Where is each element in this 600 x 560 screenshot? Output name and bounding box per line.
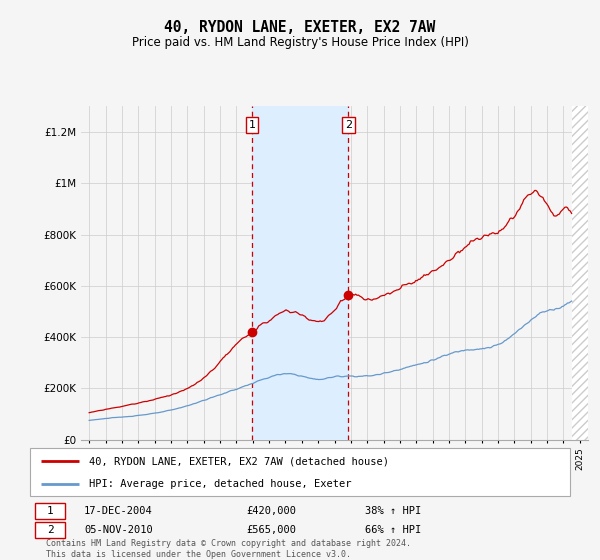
Text: 66% ↑ HPI: 66% ↑ HPI xyxy=(365,525,421,535)
Text: 1: 1 xyxy=(47,506,53,516)
Bar xyxy=(572,106,588,440)
FancyBboxPatch shape xyxy=(30,448,570,496)
Text: 17-DEC-2004: 17-DEC-2004 xyxy=(84,506,153,516)
Text: 2: 2 xyxy=(47,525,53,535)
Text: £420,000: £420,000 xyxy=(246,506,296,516)
Text: 1: 1 xyxy=(248,120,256,130)
FancyBboxPatch shape xyxy=(35,522,65,539)
Bar xyxy=(572,106,588,440)
Bar xyxy=(252,106,348,440)
Text: HPI: Average price, detached house, Exeter: HPI: Average price, detached house, Exet… xyxy=(89,479,352,489)
Text: 38% ↑ HPI: 38% ↑ HPI xyxy=(365,506,421,516)
Text: Contains HM Land Registry data © Crown copyright and database right 2024.
This d: Contains HM Land Registry data © Crown c… xyxy=(46,539,411,559)
Text: 40, RYDON LANE, EXETER, EX2 7AW (detached house): 40, RYDON LANE, EXETER, EX2 7AW (detache… xyxy=(89,456,389,466)
FancyBboxPatch shape xyxy=(35,503,65,519)
Text: £565,000: £565,000 xyxy=(246,525,296,535)
Text: 05-NOV-2010: 05-NOV-2010 xyxy=(84,525,153,535)
Text: Price paid vs. HM Land Registry's House Price Index (HPI): Price paid vs. HM Land Registry's House … xyxy=(131,36,469,49)
Text: 2: 2 xyxy=(344,120,352,130)
Text: 40, RYDON LANE, EXETER, EX2 7AW: 40, RYDON LANE, EXETER, EX2 7AW xyxy=(164,20,436,35)
